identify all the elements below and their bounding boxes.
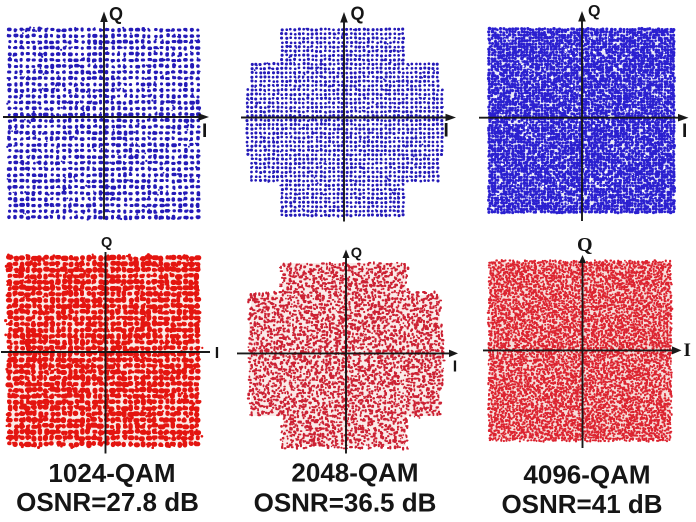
svg-text:OSNR=27.8 dB: OSNR=27.8 dB — [16, 487, 199, 517]
svg-text:OSNR=36.5 dB: OSNR=36.5 dB — [254, 487, 437, 517]
svg-text:I: I — [453, 358, 457, 375]
svg-text:I: I — [684, 340, 691, 361]
svg-text:Q: Q — [101, 235, 112, 251]
svg-text:I: I — [202, 121, 207, 142]
svg-text:Q: Q — [588, 3, 600, 20]
svg-text:Q: Q — [109, 4, 123, 24]
svg-text:I: I — [444, 120, 449, 141]
svg-text:I: I — [682, 121, 687, 142]
svg-text:4096-QAM: 4096-QAM — [523, 460, 650, 490]
svg-text:I: I — [215, 345, 219, 362]
svg-text:OSNR=41 dB: OSNR=41 dB — [501, 489, 662, 519]
svg-text:2048-QAM: 2048-QAM — [291, 458, 418, 488]
svg-text:Q: Q — [351, 245, 362, 261]
svg-text:Q: Q — [577, 234, 593, 256]
svg-text:Q: Q — [351, 4, 365, 24]
svg-text:1024-QAM: 1024-QAM — [48, 458, 175, 488]
